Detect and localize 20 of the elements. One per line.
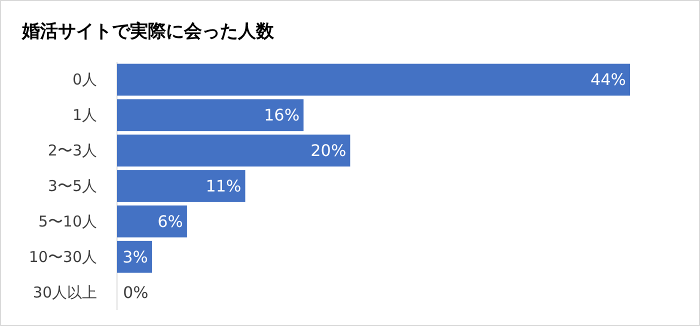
bar	[117, 134, 350, 167]
data-label: 6%	[158, 212, 183, 231]
bar	[117, 170, 246, 202]
y-tick-label: 10〜30人	[28, 248, 97, 266]
data-label: 11%	[206, 176, 242, 196]
data-label: 44%	[590, 70, 626, 90]
bar	[117, 64, 630, 96]
data-label: 3%	[122, 247, 148, 266]
chart-title: 婚活サイトで実際に会った人数	[21, 21, 275, 42]
data-label: 16%	[264, 106, 300, 125]
y-tick-label: 0人	[72, 70, 97, 89]
y-tick-label: 3〜5人	[48, 177, 97, 195]
y-tick-label: 30人以上	[32, 283, 97, 302]
y-tick-label: 5〜10人	[38, 212, 97, 230]
y-tick-label: 1人	[72, 106, 97, 124]
data-label: 20%	[310, 141, 346, 160]
y-tick-label: 2〜3人	[48, 142, 97, 160]
bar	[117, 205, 187, 238]
data-label: 0%	[123, 282, 148, 302]
bar	[117, 99, 304, 132]
